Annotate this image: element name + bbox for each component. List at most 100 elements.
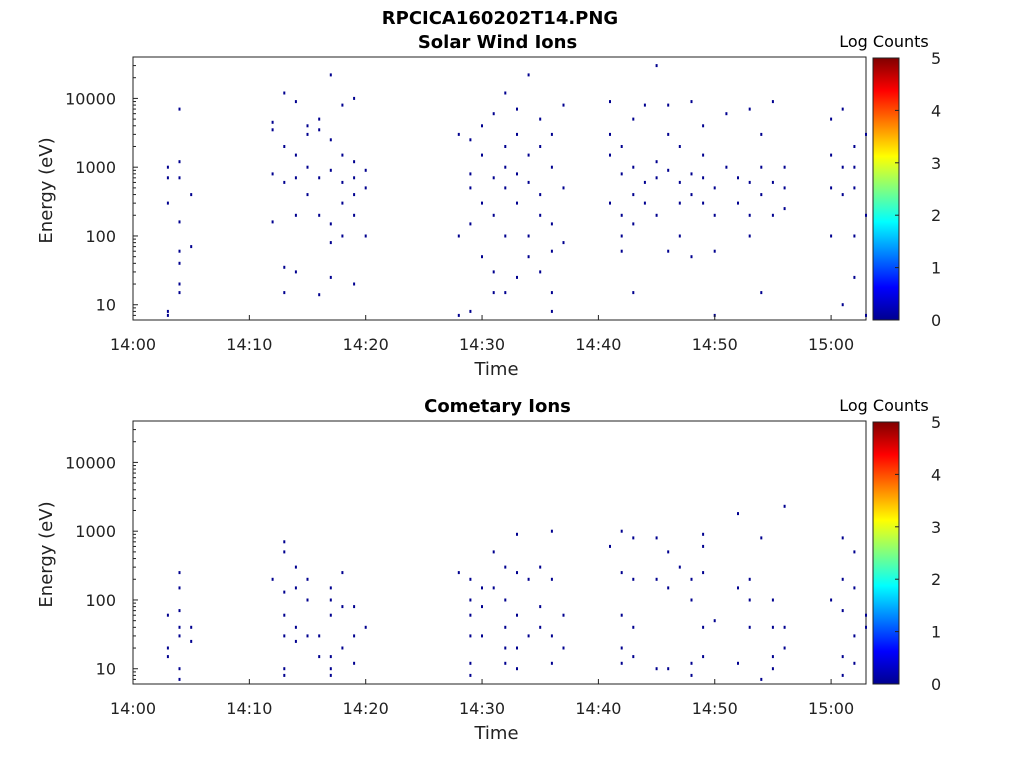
data-pixel bbox=[527, 180, 530, 184]
data-pixel bbox=[539, 213, 542, 217]
data-pixel bbox=[469, 661, 472, 665]
data-pixel bbox=[550, 529, 553, 533]
data-pixel bbox=[516, 107, 518, 111]
data-pixel bbox=[178, 249, 181, 253]
data-pixel bbox=[469, 673, 472, 677]
data-pixel bbox=[539, 565, 542, 569]
data-pixel bbox=[481, 586, 483, 590]
x-tick-label: 14:00 bbox=[110, 335, 156, 354]
data-pixel bbox=[469, 613, 472, 617]
data-pixel bbox=[713, 186, 716, 190]
data-pixel bbox=[771, 213, 774, 217]
data-pixel bbox=[283, 265, 286, 269]
data-pixel bbox=[643, 201, 646, 205]
data-pixel bbox=[667, 249, 670, 253]
data-pixel bbox=[166, 646, 169, 650]
data-pixel bbox=[178, 609, 181, 613]
colorbar-tick-label: 5 bbox=[931, 49, 941, 68]
data-pixel bbox=[329, 613, 332, 617]
data-pixel bbox=[283, 91, 286, 95]
data-pixel bbox=[853, 586, 856, 590]
plot-area bbox=[132, 56, 867, 321]
data-pixel bbox=[178, 667, 181, 671]
data-pixel bbox=[853, 234, 856, 238]
data-pixel bbox=[737, 586, 739, 590]
data-pixel bbox=[516, 275, 518, 279]
y-axis-label: Energy (eV) bbox=[36, 501, 57, 607]
data-pixel bbox=[516, 132, 518, 136]
data-pixel bbox=[271, 172, 274, 176]
data-pixel bbox=[632, 165, 635, 169]
data-pixel bbox=[748, 180, 751, 184]
data-pixel bbox=[504, 661, 507, 665]
data-pixel bbox=[341, 153, 344, 157]
data-pixel bbox=[492, 270, 495, 274]
data-pixel bbox=[306, 577, 309, 581]
data-pixel bbox=[504, 91, 507, 95]
data-pixel bbox=[702, 201, 705, 205]
data-pixel bbox=[632, 536, 635, 540]
data-pixel bbox=[690, 100, 693, 104]
y-tick-label: 10000 bbox=[65, 453, 116, 472]
data-pixel bbox=[550, 309, 553, 313]
data-pixel bbox=[841, 655, 844, 659]
data-pixel bbox=[678, 180, 681, 184]
data-pixel bbox=[830, 153, 833, 157]
data-pixel bbox=[783, 504, 786, 508]
data-pixel bbox=[609, 544, 611, 548]
data-pixel bbox=[492, 176, 495, 180]
data-pixel bbox=[283, 540, 286, 544]
data-pixel bbox=[760, 165, 763, 169]
data-pixel bbox=[748, 598, 751, 602]
data-pixel bbox=[318, 634, 321, 638]
data-pixel bbox=[190, 193, 193, 197]
data-pixel bbox=[725, 112, 728, 116]
data-pixel bbox=[620, 571, 623, 575]
data-pixel bbox=[527, 153, 530, 157]
data-pixel bbox=[737, 201, 739, 205]
data-pixel bbox=[353, 661, 356, 665]
data-pixel bbox=[166, 313, 169, 317]
data-pixel bbox=[620, 234, 623, 238]
panel-title: Solar Wind Ions bbox=[418, 32, 577, 53]
data-pixel bbox=[516, 532, 518, 536]
data-pixel bbox=[469, 309, 472, 313]
data-pixel bbox=[841, 303, 844, 307]
data-pixel bbox=[190, 245, 193, 249]
data-pixel bbox=[166, 201, 169, 205]
data-pixel bbox=[353, 605, 356, 609]
data-pixel bbox=[481, 605, 483, 609]
data-pixel bbox=[550, 132, 553, 136]
data-pixel bbox=[760, 291, 763, 295]
data-pixel bbox=[306, 132, 309, 136]
data-pixel bbox=[748, 577, 751, 581]
spectrogram-panel-1: Solar Wind Ions 14:00 14:10 14:20 14:30 14:40… bbox=[36, 32, 941, 380]
data-pixel bbox=[865, 613, 867, 617]
data-pixel bbox=[783, 207, 786, 211]
data-pixel bbox=[294, 625, 297, 629]
data-pixel bbox=[329, 168, 332, 172]
data-pixel bbox=[527, 577, 530, 581]
data-pixel bbox=[539, 625, 542, 629]
data-pixel bbox=[457, 313, 460, 317]
data-pixel bbox=[841, 107, 844, 111]
data-pixel bbox=[469, 138, 472, 142]
data-pixel bbox=[469, 186, 472, 190]
data-pixel bbox=[364, 168, 367, 172]
data-pixel bbox=[329, 673, 332, 677]
data-pixel bbox=[550, 291, 553, 295]
data-pixel bbox=[516, 201, 518, 205]
data-pixel bbox=[306, 193, 309, 197]
colorbar-tick-label: 3 bbox=[931, 154, 941, 173]
y-tick-label: 10000 bbox=[65, 89, 116, 108]
data-pixel bbox=[481, 255, 483, 259]
data-pixel bbox=[306, 165, 309, 169]
data-pixel bbox=[865, 625, 867, 629]
colorbar-tick-label: 2 bbox=[931, 570, 941, 589]
data-pixel bbox=[294, 565, 297, 569]
data-pixel bbox=[178, 282, 181, 286]
data-pixel bbox=[329, 222, 332, 226]
data-pixel bbox=[678, 565, 681, 569]
data-pixel bbox=[690, 661, 693, 665]
